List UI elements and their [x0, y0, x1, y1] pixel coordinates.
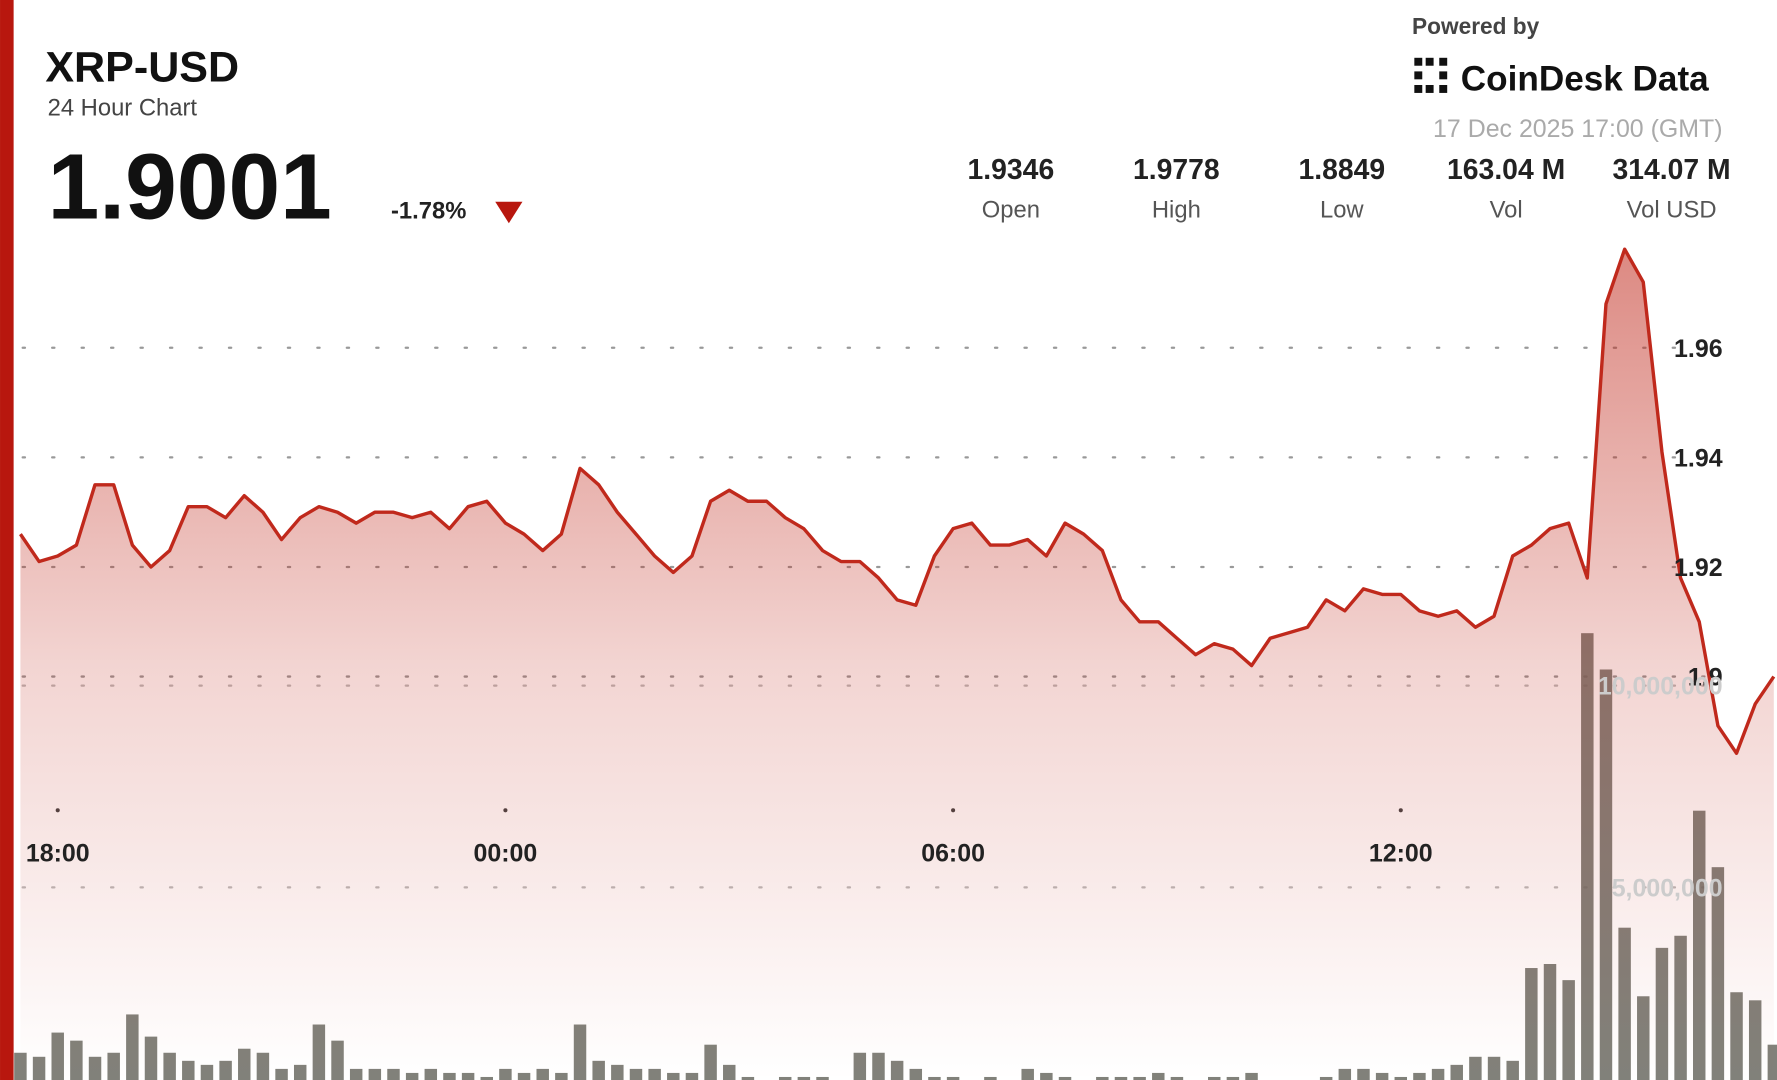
stats: 1.9346 Open 1.9778 High 1.8849 Low 163.04 M Vol…	[968, 154, 1731, 224]
x-tick-label: 12:00	[1369, 839, 1433, 867]
stat-value: 1.9778	[1133, 154, 1220, 186]
y-tick-label: 1.94	[1674, 444, 1723, 472]
stat-value: 1.8849	[1298, 154, 1385, 186]
stat-label: High	[1152, 197, 1201, 224]
stat-label: Low	[1320, 197, 1364, 224]
price-change: -1.78%	[391, 198, 466, 225]
stat-label: Vol	[1490, 197, 1523, 224]
brand-logo	[1414, 57, 1448, 93]
chart-subtitle: 24 Hour Chart	[48, 95, 198, 122]
chart-title: XRP-USD	[45, 44, 239, 92]
y-tick-label: 1.92	[1674, 554, 1723, 582]
down-arrow	[495, 201, 523, 224]
y2-tick-label: 10,000,000	[1598, 673, 1723, 701]
y2-tick-label: 5,000,000	[1612, 874, 1723, 902]
price-line	[19, 247, 1776, 755]
brand-name: CoinDesk Data	[1461, 60, 1709, 99]
y-tick-label: 1.96	[1674, 335, 1723, 363]
price-area	[20, 249, 1774, 1080]
price-line	[19, 247, 1776, 1080]
x-tick-label: 00:00	[474, 839, 538, 867]
powered-by: Powered by	[1412, 13, 1540, 39]
x-tick-label: 18:00	[26, 839, 90, 867]
stat-value: 163.04 M	[1447, 154, 1565, 186]
plot-area: 1.9 1.92 1.94 1.96 5,000,000 10,000,000 18:00 0…	[14, 247, 1777, 1080]
accent-bar	[0, 0, 14, 1080]
axis-labels: 1.9 1.92 1.94 1.96 5,000,000 10,000,000 18:00 0…	[26, 335, 1723, 903]
current-price: 1.9001	[48, 135, 332, 239]
chart-date: 17 Dec 2025 17:00 (GMT)	[1433, 115, 1723, 143]
stat-value: 1.9346	[968, 154, 1055, 186]
stat-value: 314.07 M	[1613, 154, 1731, 186]
x-tick-label: 06:00	[921, 839, 985, 867]
y-tick-label: 1.9	[1688, 664, 1723, 692]
stat-label: Open	[982, 197, 1040, 224]
stat-label: Vol USD	[1627, 197, 1717, 224]
